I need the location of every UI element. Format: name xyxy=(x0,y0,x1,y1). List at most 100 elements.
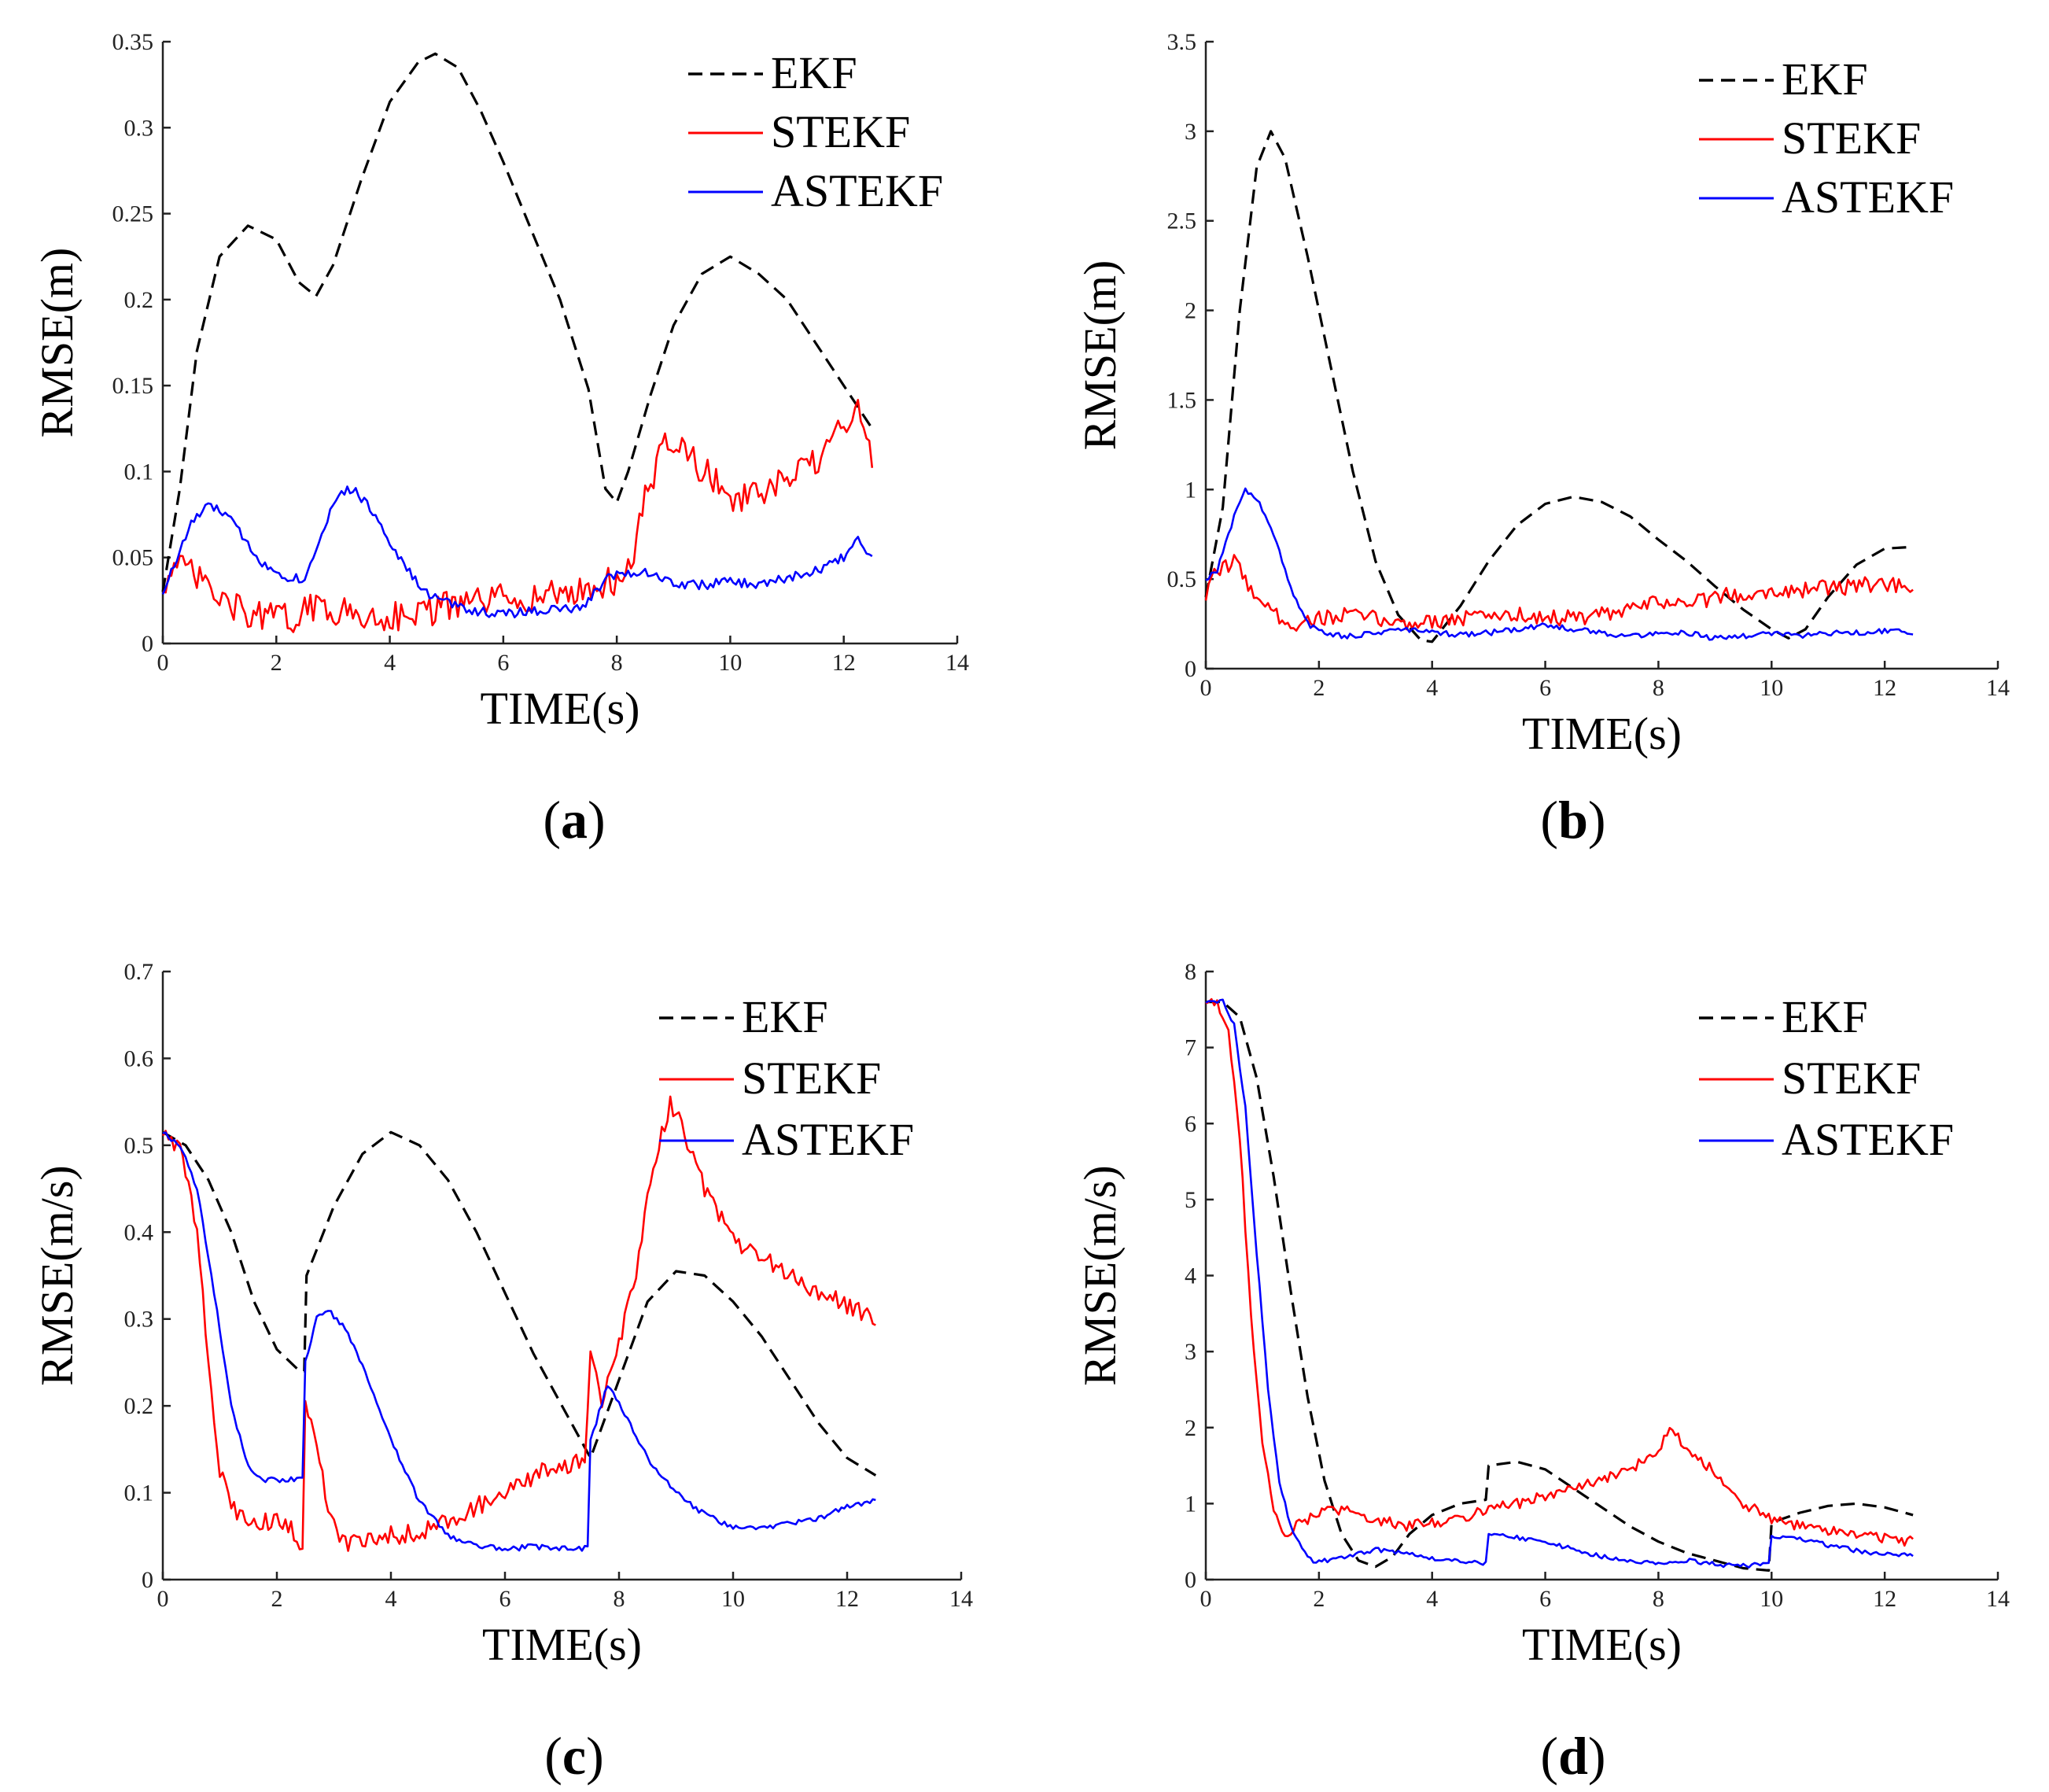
panel-caption: (d) xyxy=(1540,1726,1605,1786)
chart-panel-c: 0 2 4 6 8 10 12 14 0 0.1 0.2 0.3 0.4 0.5 0.6 0.7 TIME(s)… xyxy=(31,959,973,1786)
legend-label-astekf: ASTEKF xyxy=(742,1114,914,1165)
x-axis-label: TIME(s) xyxy=(1522,1619,1682,1670)
legend-label-ekf: EKF xyxy=(1782,991,1868,1042)
legend-label-astekf: ASTEKF xyxy=(1782,171,1954,223)
y-tick-label: 0 xyxy=(142,631,153,657)
legend-label-astekf: ASTEKF xyxy=(771,165,943,216)
x-tick-label: 2 xyxy=(1313,675,1325,701)
x-tick-label: 6 xyxy=(499,1586,511,1612)
x-tick-label: 0 xyxy=(157,1586,169,1612)
series-line-astekf xyxy=(1205,998,1914,1569)
x-tick-label: 2 xyxy=(1313,1586,1325,1612)
x-tick-label: 6 xyxy=(497,650,509,676)
y-tick-label: 0.5 xyxy=(124,1133,154,1159)
x-tick-label: 2 xyxy=(271,1586,283,1612)
series-line-astekf xyxy=(162,1131,876,1552)
y-tick-label: 0.2 xyxy=(124,287,154,313)
y-tick-label: 2 xyxy=(1185,298,1196,324)
x-tick-label: 0 xyxy=(157,650,169,676)
x-tick-label: 10 xyxy=(1760,1586,1783,1612)
y-tick-label: 0.6 xyxy=(124,1045,154,1071)
series-line-stekf xyxy=(162,399,874,633)
y-tick-label: 1 xyxy=(1185,477,1196,503)
y-tick-label: 0.4 xyxy=(124,1219,154,1245)
x-tick-label: 14 xyxy=(949,1586,973,1612)
chart-panel-a: 0 2 4 6 8 10 12 14 0 0.05 0.1 0.15 0.2 0.25 0.3 0.35 TIM… xyxy=(31,29,969,850)
legend-label-stekf: STEKF xyxy=(1782,112,1921,164)
panel-caption: (a) xyxy=(543,790,605,850)
y-tick-label: 0.25 xyxy=(112,201,154,227)
legend-label-stekf: STEKF xyxy=(771,106,910,157)
x-tick-label: 12 xyxy=(1873,1586,1896,1612)
x-tick-label: 12 xyxy=(1873,675,1896,701)
y-axis-label: RMSE(m) xyxy=(31,248,83,438)
y-tick-label: 1.5 xyxy=(1167,387,1197,413)
y-axis-label: RMSE(m) xyxy=(1074,260,1126,451)
y-tick-label: 2.5 xyxy=(1167,208,1197,234)
y-tick-label: 0.1 xyxy=(124,459,154,485)
x-tick-label: 10 xyxy=(718,650,742,676)
x-tick-label: 0 xyxy=(1200,675,1212,701)
x-tick-label: 10 xyxy=(1760,675,1783,701)
x-tick-label: 0 xyxy=(1200,1586,1212,1612)
legend-label-stekf: STEKF xyxy=(1782,1053,1921,1104)
series-line-stekf xyxy=(1205,997,1914,1547)
series-line-ekf xyxy=(161,52,874,592)
x-tick-label: 8 xyxy=(611,650,623,676)
x-tick-label: 2 xyxy=(271,650,282,676)
series-line-stekf xyxy=(1204,554,1914,632)
x-tick-label: 10 xyxy=(721,1586,745,1612)
x-tick-label: 4 xyxy=(384,650,396,676)
x-tick-label: 4 xyxy=(1426,1586,1438,1612)
y-tick-label: 1 xyxy=(1185,1491,1196,1517)
chart-panel-b: 0 2 4 6 8 10 12 14 0 0.5 1 1.5 2 2.5 3 3.5 TIME(s) RMSE(m… xyxy=(1074,29,2010,850)
x-tick-label: 6 xyxy=(1539,675,1551,701)
x-tick-label: 8 xyxy=(614,1586,625,1612)
x-tick-label: 4 xyxy=(385,1586,397,1612)
legend-label-ekf: EKF xyxy=(1782,53,1868,105)
legend-label-astekf: ASTEKF xyxy=(1782,1114,1954,1165)
legend-label-ekf: EKF xyxy=(771,47,857,98)
y-tick-label: 0.5 xyxy=(1167,566,1197,592)
y-tick-label: 0.35 xyxy=(112,29,154,55)
panel-caption: (b) xyxy=(1540,790,1605,850)
y-tick-label: 0.7 xyxy=(124,959,154,985)
x-tick-label: 12 xyxy=(835,1586,859,1612)
y-tick-label: 0.2 xyxy=(124,1393,154,1419)
y-tick-label: 5 xyxy=(1185,1187,1196,1213)
y-axis-label: RMSE(m/s) xyxy=(31,1165,83,1385)
x-tick-label: 14 xyxy=(945,650,969,676)
y-tick-label: 0.05 xyxy=(112,545,154,571)
y-tick-label: 3 xyxy=(1185,1339,1196,1365)
y-tick-label: 7 xyxy=(1185,1035,1196,1061)
x-tick-label: 8 xyxy=(1653,1586,1664,1612)
x-tick-label: 14 xyxy=(1986,1586,2010,1612)
series-line-stekf xyxy=(161,1095,876,1552)
legend-label-ekf: EKF xyxy=(742,991,828,1042)
x-tick-label: 6 xyxy=(1539,1586,1551,1612)
x-axis-label: TIME(s) xyxy=(482,1619,642,1670)
y-tick-label: 3.5 xyxy=(1167,29,1197,55)
y-tick-label: 0.1 xyxy=(124,1480,154,1506)
y-tick-label: 0 xyxy=(1185,1567,1196,1593)
y-axis-label: RMSE(m/s) xyxy=(1074,1165,1126,1385)
series-line-astekf xyxy=(161,485,873,619)
y-tick-label: 6 xyxy=(1185,1111,1196,1137)
series-line-astekf xyxy=(1205,487,1914,641)
x-axis-label: TIME(s) xyxy=(481,683,640,734)
panel-caption: (c) xyxy=(544,1726,604,1786)
y-tick-label: 0.3 xyxy=(124,115,154,141)
y-tick-label: 2 xyxy=(1185,1415,1196,1441)
chart-panel-d: 0 2 4 6 8 10 12 14012345678TIME(s)RMSE(m/s)EKFS… xyxy=(1074,959,2010,1786)
series-line-ekf xyxy=(162,1130,877,1477)
x-tick-label: 4 xyxy=(1426,675,1438,701)
y-tick-label: 0.3 xyxy=(124,1307,154,1333)
y-tick-label: 4 xyxy=(1185,1263,1196,1289)
x-tick-label: 12 xyxy=(832,650,856,676)
y-tick-label: 8 xyxy=(1185,959,1196,985)
y-tick-label: 3 xyxy=(1185,119,1196,145)
x-axis-label: TIME(s) xyxy=(1522,708,1682,759)
x-tick-label: 14 xyxy=(1986,675,2010,701)
series-line-ekf xyxy=(1204,130,1914,643)
y-tick-label: 0 xyxy=(1185,656,1196,682)
